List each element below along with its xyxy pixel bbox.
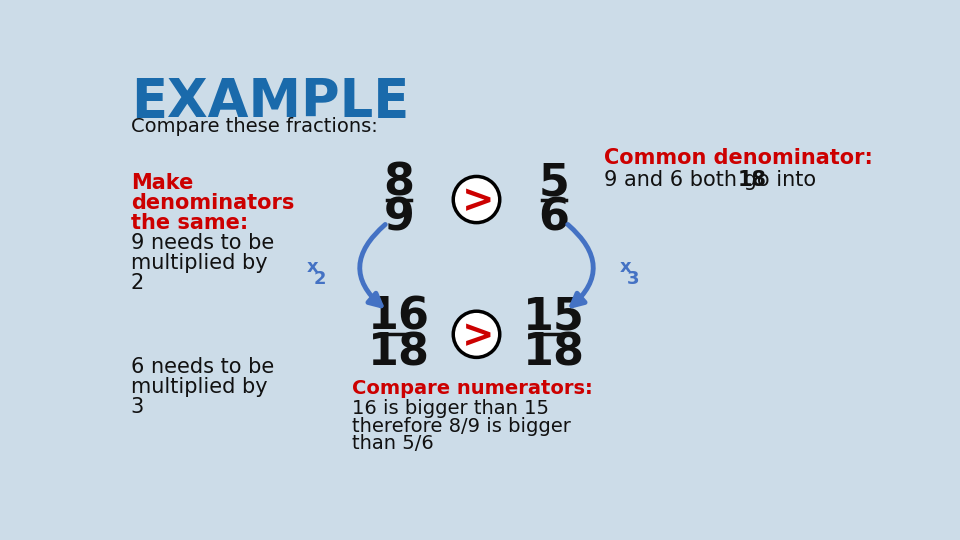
Text: Common denominator:: Common denominator: xyxy=(605,148,874,168)
Text: Make: Make xyxy=(131,173,193,193)
Text: Compare numerators:: Compare numerators: xyxy=(352,379,593,398)
Text: 2: 2 xyxy=(131,273,144,293)
Text: 6: 6 xyxy=(539,197,569,240)
Text: 16: 16 xyxy=(368,296,430,339)
Text: 15: 15 xyxy=(523,296,585,339)
Text: x: x xyxy=(306,258,318,275)
Text: x: x xyxy=(619,258,631,275)
Text: Compare these fractions:: Compare these fractions: xyxy=(131,117,377,136)
Text: 9: 9 xyxy=(384,197,415,240)
Text: 18: 18 xyxy=(738,170,767,190)
Text: 2: 2 xyxy=(314,270,326,288)
FancyArrowPatch shape xyxy=(567,225,593,306)
Text: than 5/6: than 5/6 xyxy=(352,434,434,454)
Text: the same:: the same: xyxy=(131,213,248,233)
Text: >: > xyxy=(462,317,494,355)
Text: therefore 8/9 is bigger: therefore 8/9 is bigger xyxy=(352,417,571,436)
Circle shape xyxy=(453,177,500,222)
Text: 18: 18 xyxy=(523,331,585,374)
Text: 6 needs to be: 6 needs to be xyxy=(131,357,275,377)
Text: denominators: denominators xyxy=(131,193,294,213)
Text: multiplied by: multiplied by xyxy=(131,253,268,273)
Text: 3: 3 xyxy=(131,397,144,417)
Text: 3: 3 xyxy=(627,270,639,288)
Text: 16 is bigger than 15: 16 is bigger than 15 xyxy=(352,399,549,418)
Text: >: > xyxy=(462,182,494,220)
Text: 8: 8 xyxy=(383,161,415,204)
Text: multiplied by: multiplied by xyxy=(131,377,268,397)
Circle shape xyxy=(453,311,500,357)
Text: 5: 5 xyxy=(539,161,569,204)
Text: 9 and 6 both go into: 9 and 6 both go into xyxy=(605,170,823,190)
FancyArrowPatch shape xyxy=(360,225,385,306)
Text: EXAMPLE: EXAMPLE xyxy=(131,76,409,127)
Text: 18: 18 xyxy=(368,331,430,374)
Text: 9 needs to be: 9 needs to be xyxy=(131,233,275,253)
